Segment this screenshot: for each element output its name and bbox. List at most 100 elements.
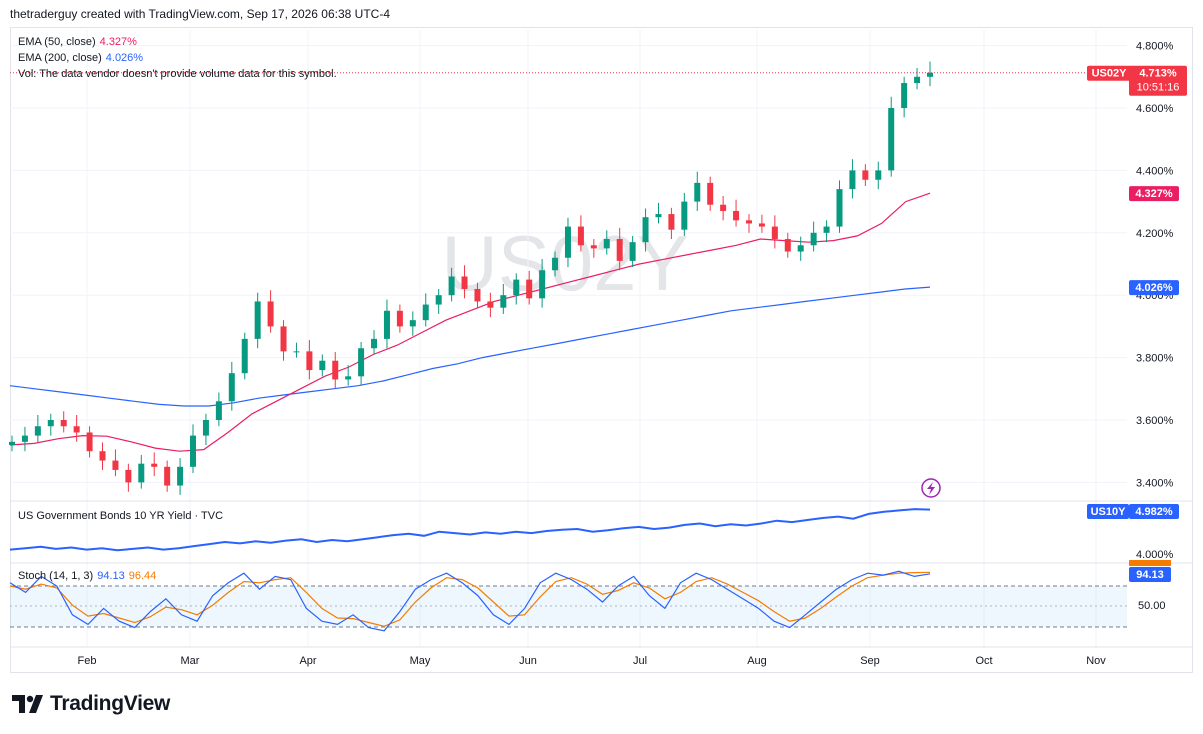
candle-body xyxy=(177,466,184,486)
time-tick-label: May xyxy=(410,655,431,667)
candle-body xyxy=(215,401,222,420)
candle-body xyxy=(358,348,365,377)
candle-body xyxy=(797,245,804,252)
lightning-icon[interactable] xyxy=(921,478,941,498)
candle-body xyxy=(254,301,261,339)
candle-body xyxy=(241,338,248,374)
candle-body xyxy=(539,270,546,299)
price-tick-label: 3.600% xyxy=(1136,415,1174,427)
candle-body xyxy=(500,295,507,308)
candle-body xyxy=(681,201,688,230)
candle-body xyxy=(125,469,132,483)
candle-body xyxy=(603,239,610,249)
stoch-axis-tick: 50.00 xyxy=(1138,600,1166,612)
ema50-price-label: 4.327% xyxy=(1129,186,1179,202)
candle-body xyxy=(849,170,856,190)
candle-body xyxy=(332,360,339,380)
candle-body xyxy=(758,223,765,227)
stoch-k-line xyxy=(9,570,931,632)
ema200-price-label: 4.026% xyxy=(1129,280,1179,296)
candle-body xyxy=(655,214,662,218)
candle-body xyxy=(784,239,791,252)
svg-text:4.713%: 4.713% xyxy=(1139,68,1177,80)
candle-body xyxy=(448,276,455,296)
candlestick-series xyxy=(9,61,933,495)
ema200-legend-value: 4.026% xyxy=(105,52,144,64)
time-tick-label: Apr xyxy=(299,655,316,667)
candle-body xyxy=(733,210,740,221)
candle-body xyxy=(435,295,442,305)
candle-body xyxy=(99,451,106,461)
candle-body xyxy=(888,108,895,171)
candle-body xyxy=(21,435,28,442)
stoch-legend[interactable]: Stoch (14, 1, 3) 94.13 96.44 xyxy=(18,570,156,582)
candle-body xyxy=(228,373,235,402)
candle-body xyxy=(461,276,468,289)
candle-body xyxy=(474,288,481,302)
svg-text:10:51:16: 10:51:16 xyxy=(1137,82,1180,94)
volume-legend[interactable]: Vol: The data vendor doesn't provide vol… xyxy=(18,68,337,80)
candle-body xyxy=(345,376,352,380)
time-tick-label: Oct xyxy=(975,655,992,667)
ema50-legend-label: EMA (50, close) xyxy=(18,36,96,48)
ema200-legend[interactable]: EMA (200, close) 4.026% xyxy=(18,52,143,64)
candle-body xyxy=(396,310,403,327)
svg-text:US10Y: US10Y xyxy=(1091,506,1127,518)
us10y-legend[interactable]: US Government Bonds 10 YR Yield · TVC xyxy=(18,510,224,522)
candle-body xyxy=(138,463,145,483)
candle-body xyxy=(9,441,15,445)
stoch-legend-label: Stoch (14, 1, 3) xyxy=(18,570,94,582)
candle-body xyxy=(487,301,494,308)
ema-200-line xyxy=(9,286,931,407)
svg-text:94.13: 94.13 xyxy=(1136,569,1164,581)
candle-body xyxy=(306,351,313,371)
candle-body xyxy=(707,182,714,205)
grid-lines xyxy=(10,30,1127,647)
svg-text:4.982%: 4.982% xyxy=(1135,506,1173,518)
chart-attribution: thetraderguy created with TradingView.co… xyxy=(10,7,390,21)
candle-body xyxy=(668,214,675,230)
time-axis[interactable]: Feb Mar Apr May Jun Jul Aug Sep Oct Nov xyxy=(78,655,1107,667)
svg-text:4.327%: 4.327% xyxy=(1135,188,1173,200)
tradingview-logo[interactable]: TradingView xyxy=(12,692,170,716)
candle-body xyxy=(47,420,54,427)
candle-body xyxy=(319,360,326,371)
candle-body xyxy=(577,226,584,246)
volume-legend-label: Vol: The data vendor doesn't provide vol… xyxy=(18,68,337,80)
candle-body xyxy=(422,304,429,321)
stoch-d-path xyxy=(9,571,931,627)
time-tick-label: Nov xyxy=(1086,655,1106,667)
candle-body xyxy=(151,463,158,467)
candle-body xyxy=(642,217,649,243)
time-tick-label: Mar xyxy=(181,655,200,667)
price-tick-label: 3.800% xyxy=(1136,353,1174,365)
candle-body xyxy=(86,432,93,452)
ema-200-path xyxy=(9,286,931,407)
candle-body xyxy=(694,182,701,202)
candle-body xyxy=(383,310,390,339)
candle-body xyxy=(901,83,908,108)
ema200-legend-label: EMA (200, close) xyxy=(18,52,102,64)
candle-body xyxy=(164,466,171,486)
candle-body xyxy=(409,320,416,327)
us10y-path xyxy=(9,508,931,552)
candle-body xyxy=(280,326,287,352)
price-tick-label: 4.600% xyxy=(1136,103,1174,115)
candle-body xyxy=(552,257,559,271)
candle-body xyxy=(564,226,571,258)
candle-body xyxy=(267,301,274,327)
candle-body xyxy=(202,420,209,436)
candle-body xyxy=(590,245,597,249)
us10y-line xyxy=(9,508,931,552)
ema50-legend[interactable]: EMA (50, close) 4.327% xyxy=(18,36,137,48)
price-tick-label: 4.400% xyxy=(1136,165,1174,177)
candle-body xyxy=(927,72,933,77)
svg-text:4.026%: 4.026% xyxy=(1135,282,1173,294)
candle-body xyxy=(371,338,378,349)
candle-body xyxy=(34,426,41,436)
stoch-price-label: 94.13 xyxy=(1129,560,1171,582)
stoch-band xyxy=(10,586,1127,627)
candle-body xyxy=(629,242,636,261)
candle-body xyxy=(875,170,882,180)
